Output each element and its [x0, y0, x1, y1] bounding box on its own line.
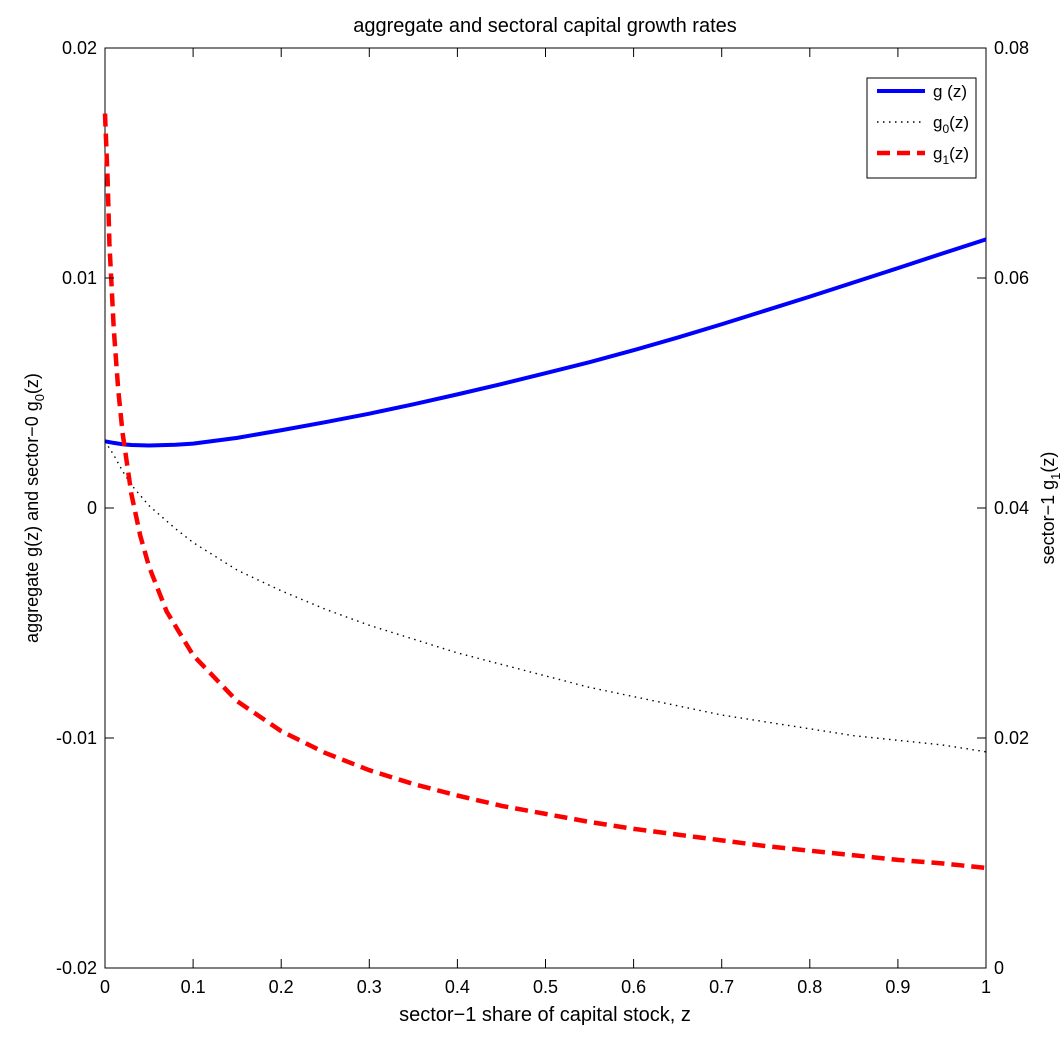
y-axis-right-label-sub: 1 [1048, 473, 1063, 480]
y-axis-right-ticks: 0 0.02 0.04 0.06 0.08 [977, 38, 1029, 978]
legend-box [866, 77, 977, 179]
y-right-tick-label: 0.04 [994, 498, 1029, 518]
y-axis-left-label-sub: 0 [32, 394, 47, 401]
x-tick-label: 0.7 [709, 977, 734, 997]
legend-label-1: g0(z) [933, 113, 969, 136]
y-right-tick-label: 0.08 [994, 38, 1029, 58]
x-tick-label: 0.8 [797, 977, 822, 997]
x-axis-label: sector−1 share of capital stock, z [399, 1004, 691, 1026]
y-right-tick-label: 0.06 [994, 268, 1029, 288]
x-tick-label: 0.9 [885, 977, 910, 997]
series-layer [102, 113, 987, 871]
legend-label-end: (z) [949, 113, 969, 132]
x-tick-label: 0.3 [357, 977, 382, 997]
y-axis-right-label-end: (z) [1038, 452, 1058, 473]
series-line-0 [104, 237, 987, 448]
legend-label-main: g [933, 144, 942, 163]
legend-label-2: g1(z) [933, 144, 969, 167]
y-axis-left-label-main: aggregate g(z) and sector−0 g [22, 401, 42, 643]
x-tick-label: 0.2 [269, 977, 294, 997]
y-left-tick-label: -0.02 [56, 958, 97, 978]
x-axis-ticks: 0 0.1 0.2 0.3 0.4 0.5 0.6 0.7 0.8 0.9 1 [100, 48, 991, 997]
y-left-tick-label: 0 [87, 498, 97, 518]
y-axis-left-ticks: -0.02 -0.01 0 0.01 0.02 [56, 38, 114, 978]
plot-area [104, 47, 987, 969]
y-axis-right-label-main: sector−1 g [1038, 480, 1058, 565]
legend-label-sub: 1 [942, 153, 949, 167]
y-axis-right-label: sector−1 g1(z) [1038, 452, 1063, 565]
series-line-2 [102, 113, 987, 871]
chart-title: aggregate and sectoral capital growth ra… [353, 15, 737, 37]
y-right-tick-label: 0.02 [994, 728, 1029, 748]
legend: g (z)g0(z)g1(z) [866, 77, 977, 179]
x-tick-label: 0.4 [445, 977, 470, 997]
plot-frame [104, 47, 987, 969]
legend-label-sub: 0 [942, 122, 949, 136]
y-right-tick-label: 0 [994, 958, 1004, 978]
x-tick-label: 0.6 [621, 977, 646, 997]
legend-label-main: g [933, 113, 942, 132]
y-axis-left-label-end: (z) [22, 373, 42, 394]
legend-label-0: g (z) [933, 82, 967, 101]
y-left-tick-label: -0.01 [56, 728, 97, 748]
x-tick-label: 0 [100, 977, 110, 997]
x-tick-label: 0.5 [533, 977, 558, 997]
legend-label-end: (z) [949, 144, 969, 163]
x-tick-label: 0.1 [181, 977, 206, 997]
y-left-tick-label: 0.01 [62, 268, 97, 288]
y-left-tick-label: 0.02 [62, 38, 97, 58]
legend-label-main: g (z) [933, 82, 967, 101]
x-tick-label: 1 [981, 977, 991, 997]
y-axis-left-label: aggregate g(z) and sector−0 g0(z) [22, 373, 47, 643]
